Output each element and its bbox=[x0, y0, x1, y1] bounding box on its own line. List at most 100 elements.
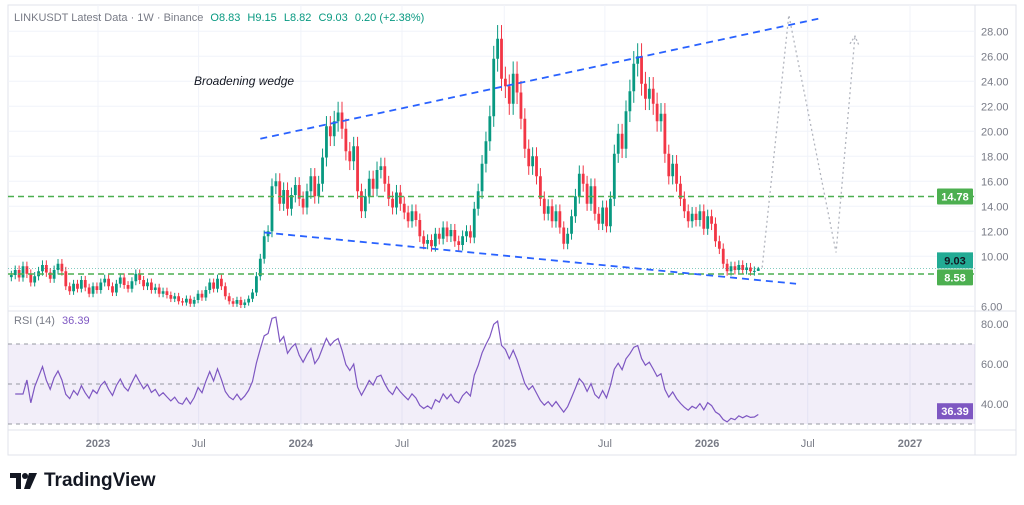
candle-body bbox=[445, 227, 449, 237]
level-price-label: 14.78 bbox=[941, 192, 969, 204]
candle-body bbox=[297, 185, 301, 199]
candle-body bbox=[476, 191, 480, 209]
candle-body bbox=[169, 295, 173, 299]
candle-body bbox=[48, 272, 52, 279]
candle-body bbox=[360, 191, 363, 212]
x-tick-label: 2025 bbox=[492, 438, 516, 450]
candle-body bbox=[581, 173, 585, 184]
candle-body bbox=[752, 270, 756, 272]
candle-body bbox=[72, 283, 75, 292]
candle-body bbox=[636, 56, 640, 64]
close-value: C9.03 bbox=[318, 12, 348, 24]
projection-path bbox=[761, 14, 856, 268]
candle-body bbox=[414, 211, 418, 220]
candle-body bbox=[682, 198, 686, 212]
candle-body bbox=[9, 275, 13, 278]
candle-body bbox=[706, 216, 710, 229]
x-tick-label: Jul bbox=[801, 438, 815, 450]
candle-body bbox=[644, 83, 647, 99]
candle-body bbox=[251, 292, 254, 299]
candle-body bbox=[188, 298, 192, 304]
rsi-tick-label: 80.00 bbox=[981, 319, 1009, 331]
candle-body bbox=[410, 211, 414, 222]
candle-body bbox=[235, 300, 239, 304]
candle-body bbox=[585, 183, 589, 204]
candle-body bbox=[570, 216, 573, 234]
candle-body bbox=[13, 270, 17, 275]
candle-body bbox=[418, 220, 422, 237]
candle-body bbox=[395, 192, 398, 208]
candle-body bbox=[628, 91, 632, 112]
candle-body bbox=[255, 276, 258, 293]
candle-body bbox=[309, 176, 313, 192]
candle-body bbox=[710, 216, 713, 224]
candle-body bbox=[177, 296, 181, 302]
candle-body bbox=[659, 113, 663, 122]
candle-body bbox=[632, 63, 636, 92]
tradingview-logo[interactable]: TradingView bbox=[10, 470, 156, 492]
candle-body bbox=[313, 176, 317, 197]
candle-body bbox=[496, 38, 500, 59]
rsi-tick-label: 40.00 bbox=[981, 399, 1009, 411]
candle-body bbox=[293, 185, 297, 195]
candle-body bbox=[562, 227, 566, 244]
candle-body bbox=[507, 86, 511, 104]
level-price-badge bbox=[937, 269, 973, 286]
candle-body bbox=[647, 88, 651, 99]
candle-body bbox=[340, 112, 344, 129]
candle-body bbox=[737, 265, 741, 270]
symbol-legend: LINKUSDT Latest Data · 1W · Binance O8.8… bbox=[14, 12, 424, 24]
candle-body bbox=[472, 208, 476, 238]
candle-body bbox=[430, 240, 433, 247]
candle-body bbox=[686, 211, 690, 222]
candle-body bbox=[511, 73, 515, 104]
candle-body bbox=[278, 181, 282, 204]
candle-body bbox=[457, 241, 461, 245]
candle-body bbox=[325, 126, 328, 158]
candle-body bbox=[558, 211, 562, 228]
y-tick-label: 24.00 bbox=[981, 76, 1009, 88]
candle-body bbox=[262, 236, 266, 259]
candle-body bbox=[367, 178, 371, 197]
candle-body bbox=[640, 56, 643, 84]
candle-body bbox=[379, 166, 383, 170]
candle-body bbox=[41, 265, 44, 272]
candle-body bbox=[406, 212, 410, 222]
logo-text: TradingView bbox=[44, 470, 156, 491]
candle-body bbox=[220, 278, 223, 287]
candle-body bbox=[612, 153, 616, 199]
x-tick-label: 2024 bbox=[289, 438, 314, 450]
candle-body bbox=[679, 183, 682, 199]
rsi-value: 36.39 bbox=[62, 315, 90, 327]
candle-body bbox=[741, 265, 745, 270]
candle-body bbox=[616, 133, 620, 154]
candle-body bbox=[363, 196, 367, 212]
chart-frame bbox=[7, 4, 1017, 456]
candle-body bbox=[484, 141, 488, 164]
candle-body bbox=[208, 282, 212, 290]
candle-body bbox=[33, 276, 37, 283]
candle-body bbox=[422, 236, 426, 244]
x-tick-label: Jul bbox=[598, 438, 612, 450]
x-tick-label: 2026 bbox=[695, 438, 719, 450]
candle-body bbox=[181, 301, 184, 303]
candle-body bbox=[21, 266, 25, 278]
candle-body bbox=[449, 230, 453, 237]
candle-body bbox=[574, 196, 577, 217]
candle-body bbox=[387, 183, 391, 199]
candle-body bbox=[391, 198, 394, 208]
candle-body bbox=[453, 230, 457, 242]
candle-body bbox=[122, 277, 126, 285]
candle-body bbox=[433, 233, 437, 247]
candle-body bbox=[745, 267, 748, 270]
candle-body bbox=[468, 231, 472, 238]
wedge-annotation: Broadening wedge bbox=[194, 74, 295, 88]
candle-body bbox=[500, 38, 503, 79]
candle-body bbox=[95, 286, 99, 290]
candle-body bbox=[142, 280, 146, 287]
candle-body bbox=[173, 296, 177, 299]
wedge-lower-trendline bbox=[264, 231, 797, 285]
candle-body bbox=[60, 263, 64, 272]
candle-body bbox=[99, 282, 103, 290]
